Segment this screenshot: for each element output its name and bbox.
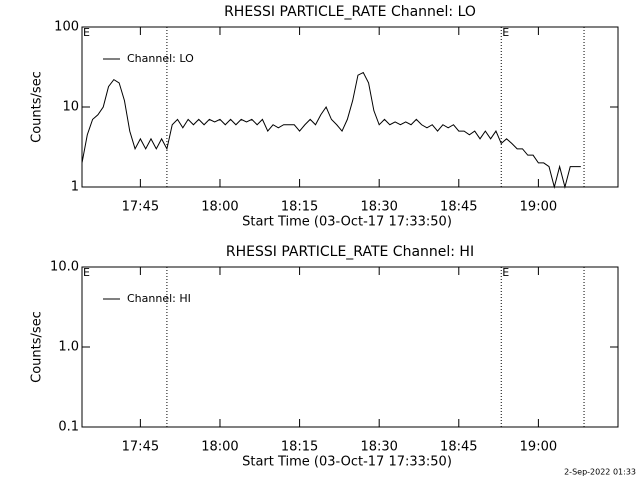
y-tick-label: 1.0 xyxy=(58,340,79,355)
x-tick-label: 17:45 xyxy=(122,440,159,455)
x-tick-label: 18:45 xyxy=(440,440,477,455)
y-tick-label: 10 xyxy=(62,100,79,115)
x-tick-label: 18:15 xyxy=(281,440,318,455)
event-label: E xyxy=(83,266,90,279)
legend-label: Channel: LO xyxy=(127,52,194,65)
x-tick-label: 18:30 xyxy=(360,200,397,215)
x-tick-label: 18:00 xyxy=(201,200,238,215)
x-axis-label: Start Time (03-Oct-17 17:33:50) xyxy=(242,215,452,230)
y-axis-label: Counts/sec xyxy=(30,311,45,383)
y-tick-label: 10.0 xyxy=(50,260,79,275)
x-tick-label: 18:00 xyxy=(201,440,238,455)
y-tick-label: 0.1 xyxy=(58,420,79,435)
y-tick-label: 100 xyxy=(54,20,79,35)
x-tick-label: 18:15 xyxy=(281,200,318,215)
legend-label: Channel: HI xyxy=(127,292,191,305)
x-tick-label: 19:00 xyxy=(520,440,557,455)
chart-title: RHESSI PARTICLE_RATE Channel: LO xyxy=(224,4,476,20)
footer: 2-Sep-2022 01:33 xyxy=(564,468,636,477)
x-tick-label: 18:45 xyxy=(440,200,477,215)
x-tick-label: 18:30 xyxy=(360,440,397,455)
y-axis-label: Counts/sec xyxy=(30,71,45,143)
x-tick-label: 17:45 xyxy=(122,200,159,215)
x-axis-label: Start Time (03-Oct-17 17:33:50) xyxy=(242,455,452,470)
data-line xyxy=(81,71,581,189)
y-tick-label: 1 xyxy=(71,180,79,195)
event-label: E xyxy=(83,26,90,39)
event-label: E xyxy=(502,26,509,39)
chart-title: RHESSI PARTICLE_RATE Channel: HI xyxy=(226,244,474,260)
event-label: E xyxy=(502,266,509,279)
x-tick-label: 19:00 xyxy=(520,200,557,215)
